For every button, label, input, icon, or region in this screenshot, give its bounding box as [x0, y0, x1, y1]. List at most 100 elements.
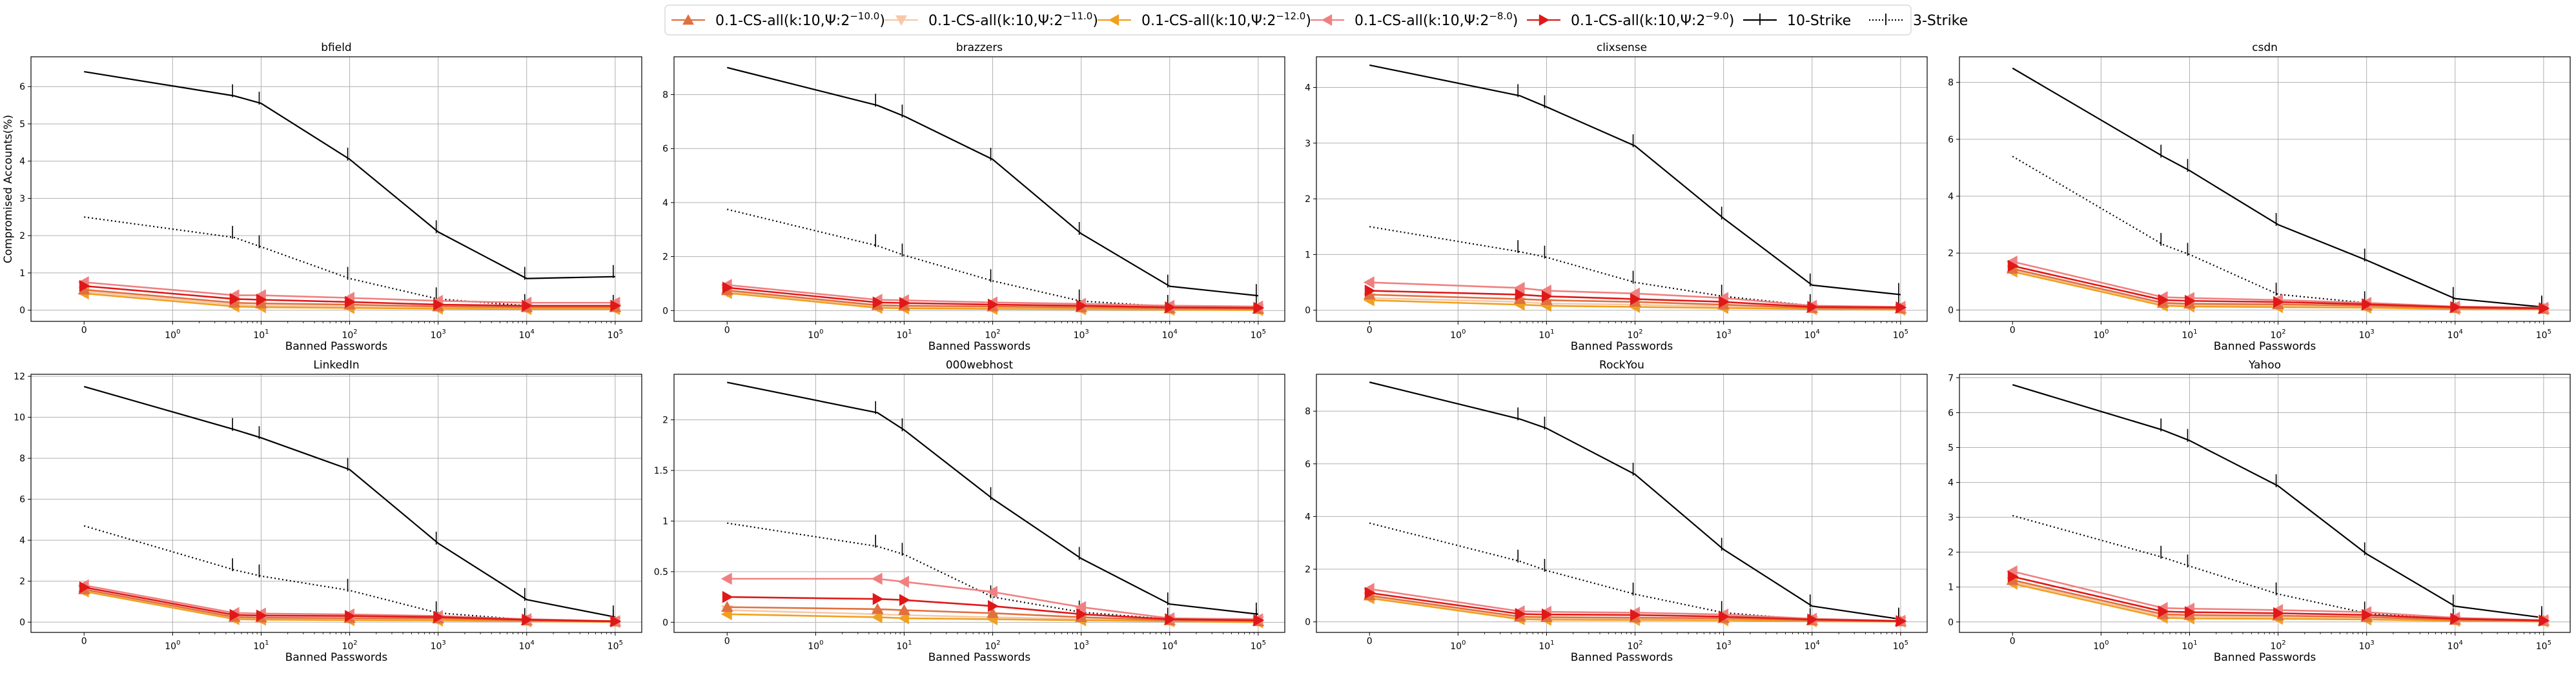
x-tick-base: 10 — [1450, 330, 1462, 341]
legend-item-cs_m9: 0.1-CS-all(k:10,Ψ:2−9.0) — [1527, 10, 1734, 29]
y-tick-label: 2 — [662, 252, 668, 263]
data-point — [345, 296, 356, 308]
data-point — [872, 296, 884, 309]
x-tick-exp: 3 — [1085, 328, 1089, 336]
x-tick-exp: 4 — [530, 640, 534, 647]
y-tick-label: 2 — [1948, 248, 1954, 259]
x-tick-base: 10 — [1162, 330, 1174, 341]
data-point — [897, 612, 909, 625]
data-point — [229, 609, 241, 621]
x-tick-base: 10 — [985, 641, 996, 652]
data-point — [610, 299, 622, 312]
legend-label-exp: −9.0 — [1705, 10, 1728, 22]
series-ten_strike — [84, 71, 615, 280]
plot-area — [1363, 381, 1907, 628]
series-cs_m9 — [79, 581, 622, 628]
x-tick-base: 10 — [1074, 641, 1085, 652]
x-tick-exp: 4 — [530, 328, 534, 336]
x-tick-exp: 3 — [1727, 640, 1731, 647]
x-tick-label: 105 — [1251, 328, 1266, 341]
legend-label-main: 0.1-CS-all(k:10,Ψ:2 — [1571, 13, 1705, 29]
legend-label-main: 0.1-CS-all(k:10,Ψ:2 — [715, 13, 850, 29]
plot-area — [721, 381, 1265, 629]
x-tick-base: 10 — [2270, 330, 2282, 341]
series-line — [2012, 514, 2544, 622]
series-ten_strike — [83, 385, 616, 619]
data-point — [1364, 587, 1376, 599]
x-tick-label: 105 — [1893, 640, 1908, 652]
legend-label: 0.1-CS-all(k:10,Ψ:2−12.0) — [1141, 10, 1311, 29]
x-tick-label: 105 — [608, 640, 623, 652]
legend-frame — [664, 5, 1912, 35]
x-tick-exp: 1 — [265, 640, 269, 647]
y-tick-label: 0 — [1948, 305, 1954, 316]
series-cs_m9 — [722, 590, 1265, 627]
legend-item-cs_m11: 0.1-CS-all(k:10,Ψ:2−11.0) — [884, 10, 1098, 29]
data-point — [871, 611, 883, 623]
x-axis-label: Banned Passwords — [285, 651, 388, 664]
x-tick-base: 10 — [165, 641, 176, 652]
plot-area — [1363, 64, 1907, 316]
data-point — [2007, 259, 2019, 272]
x-tick-label: 102 — [342, 328, 357, 341]
data-point — [1896, 301, 1907, 314]
x-tick-exp: 1 — [908, 328, 912, 336]
legend-label: 3-Strike — [1913, 13, 1968, 29]
x-tick-label: 105 — [1251, 640, 1266, 652]
legend: 0.1-CS-all(k:10,Ψ:2−10.0) 0.1-CS-all(k:10… — [664, 5, 1968, 35]
gridlines — [674, 57, 1285, 321]
x-tick-exp: 1 — [265, 328, 269, 336]
x-tick-label: 101 — [2182, 640, 2197, 652]
x-tick-label: 102 — [342, 640, 357, 652]
data-point — [1515, 608, 1526, 620]
data-point — [1363, 276, 1375, 289]
y-tick-label: 4 — [662, 198, 668, 208]
legend-marker — [895, 15, 907, 26]
x-tick-label: 104 — [1804, 328, 1820, 341]
x-tick-base: 10 — [808, 641, 819, 652]
x-tick-base: 10 — [1716, 641, 1728, 652]
x-tick-label: 102 — [985, 640, 1000, 652]
x-tick-exp: 4 — [2458, 328, 2462, 336]
panel-title: clixsense — [1597, 41, 1647, 54]
x-tick-label: 0 — [81, 325, 87, 336]
panel-title: 000webhost — [946, 359, 1014, 372]
data-point — [522, 613, 533, 626]
data-point — [722, 281, 733, 294]
data-point — [897, 576, 909, 588]
x-tick-base: 10 — [1893, 330, 1905, 341]
y-tick-label: 6 — [1305, 459, 1311, 470]
x-tick-exp: 5 — [1262, 328, 1266, 336]
x-tick-exp: 3 — [442, 328, 445, 336]
plot-area — [2006, 384, 2550, 628]
x-tick-base: 10 — [431, 330, 442, 341]
x-axis-label: Banned Passwords — [2214, 651, 2316, 664]
axes-frame — [673, 56, 1285, 322]
y-tick-label: 7 — [1948, 373, 1954, 383]
legend-label-main: 3-Strike — [1913, 13, 1968, 29]
x-tick-label: 103 — [2359, 640, 2375, 652]
x-tick-label: 100 — [165, 640, 180, 652]
x-tick-label: 103 — [1074, 328, 1089, 341]
y-tick-label: 1 — [1305, 250, 1311, 260]
series-cs_m9 — [1364, 587, 1907, 627]
x-tick-label: 105 — [2536, 640, 2551, 652]
x-tick-label: 105 — [608, 328, 623, 341]
data-point — [1076, 608, 1088, 621]
x-tick-exp: 1 — [2193, 328, 2197, 336]
gridlines — [674, 374, 1285, 632]
x-tick-exp: 3 — [442, 640, 445, 647]
x-tick-label: 104 — [1162, 640, 1178, 652]
y-tick-label: 3 — [1948, 513, 1954, 523]
y-tick-label: 4 — [19, 536, 25, 546]
x-tick-label: 100 — [1450, 640, 1466, 652]
x-tick-label: 104 — [2448, 328, 2463, 341]
x-tick-base: 10 — [519, 330, 531, 341]
series-cs_m9 — [2007, 570, 2550, 627]
legend-label: 0.1-CS-all(k:10,Ψ:2−9.0) — [1571, 10, 1734, 29]
x-tick-base: 10 — [2536, 330, 2548, 341]
legend-marker — [1538, 14, 1549, 26]
data-point — [345, 610, 356, 623]
